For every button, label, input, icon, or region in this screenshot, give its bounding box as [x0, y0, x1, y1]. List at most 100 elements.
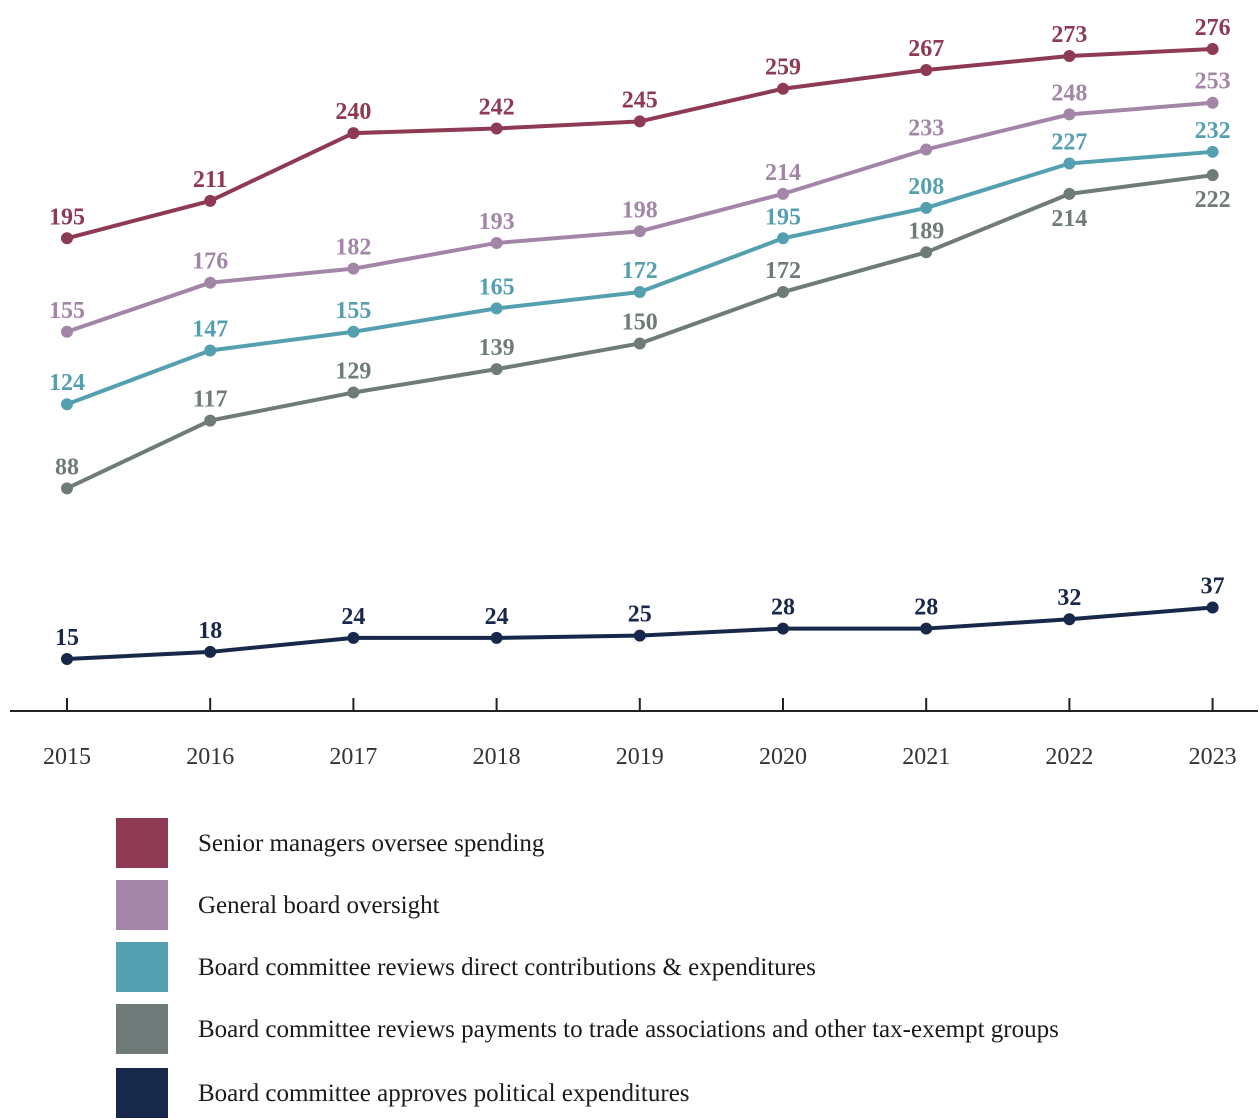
- data-point-0-2020: [777, 82, 789, 95]
- data-point-2-2018: [490, 302, 503, 315]
- legend-swatch-4: [116, 1068, 168, 1118]
- data-point-4-2017: [347, 631, 360, 644]
- data-point-3-2023: [1206, 169, 1219, 182]
- data-label-4-2022: 32: [1057, 585, 1081, 611]
- data-point-1-2020: [777, 187, 789, 200]
- data-label-1-2015: 155: [49, 298, 85, 324]
- data-point-3-2017: [347, 386, 360, 399]
- data-point-1-2016: [204, 276, 217, 289]
- data-point-4-2021: [920, 622, 933, 635]
- data-point-4-2016: [204, 645, 217, 658]
- line-chart: 2015 2016 2017 2018 2019 2020 2021 2022 2023 195…: [10, 15, 1258, 770]
- data-point-2-2021: [920, 201, 933, 214]
- data-point-4-2022: [1063, 613, 1076, 626]
- data-label-4-2023: 37: [1201, 574, 1225, 600]
- data-label-2-2019: 172: [622, 258, 658, 284]
- x-tick-label-2023: 2023: [1189, 744, 1237, 770]
- data-point-1-2017: [347, 262, 360, 275]
- data-point-4-2023: [1206, 601, 1219, 614]
- x-tick-label-2019: 2019: [616, 744, 664, 770]
- legend-swatch-0: [116, 818, 168, 868]
- data-labels: 195 211 240 242 245 259 267 273 276 155 176 182 193 1…: [49, 15, 1231, 651]
- data-point-4-2020: [777, 622, 789, 635]
- data-label-2-2016: 147: [192, 316, 228, 342]
- data-label-4-2018: 24: [485, 604, 509, 630]
- data-point-0-2023: [1206, 42, 1219, 55]
- legend-item-2: Board committee reviews direct contribut…: [116, 942, 1236, 994]
- data-point-2-2017: [347, 325, 360, 338]
- data-point-3-2018: [490, 363, 503, 376]
- data-label-4-2017: 24: [341, 604, 365, 630]
- data-point-0-2018: [490, 122, 503, 135]
- data-point-1-2015: [61, 325, 73, 338]
- data-label-4-2021: 28: [914, 595, 938, 621]
- data-label-3-2020: 172: [765, 258, 801, 284]
- legend-label-0: Senior managers oversee spending: [198, 830, 545, 857]
- data-point-0-2015: [61, 232, 73, 245]
- x-tick-label-2018: 2018: [473, 744, 521, 770]
- data-label-4-2019: 25: [628, 602, 652, 628]
- data-point-4-2018: [490, 631, 503, 644]
- data-label-0-2018: 242: [479, 94, 515, 120]
- data-point-3-2019: [633, 337, 646, 350]
- x-tick-label-2015: 2015: [43, 744, 91, 770]
- data-label-0-2016: 211: [193, 167, 228, 193]
- data-point-2-2020: [777, 232, 789, 245]
- data-point-3-2022: [1063, 187, 1076, 200]
- data-point-3-2020: [777, 286, 789, 299]
- x-tick-label-2017: 2017: [329, 744, 377, 770]
- data-label-4-2015: 15: [55, 625, 79, 651]
- data-point-2-2019: [633, 286, 646, 299]
- data-point-1-2023: [1206, 96, 1219, 109]
- data-point-0-2021: [920, 64, 933, 77]
- data-label-1-2023: 253: [1195, 69, 1231, 95]
- data-label-2-2018: 165: [479, 274, 515, 300]
- data-label-3-2016: 117: [193, 387, 228, 413]
- data-label-0-2021: 267: [908, 36, 944, 62]
- legend-label-4: Board committee approves political expen…: [198, 1080, 690, 1107]
- data-label-2-2023: 232: [1195, 118, 1231, 144]
- data-point-0-2017: [347, 127, 360, 140]
- data-label-4-2020: 28: [771, 595, 795, 621]
- data-label-3-2019: 150: [622, 309, 658, 335]
- data-point-1-2019: [633, 225, 646, 238]
- data-label-1-2017: 182: [335, 235, 371, 261]
- data-label-1-2018: 193: [479, 209, 515, 235]
- data-point-0-2019: [633, 115, 646, 128]
- x-tick-label-2022: 2022: [1045, 744, 1093, 770]
- data-label-2-2015: 124: [49, 370, 85, 396]
- data-label-0-2017: 240: [335, 99, 371, 125]
- data-label-3-2018: 139: [479, 335, 515, 361]
- legend-item-1: General board oversight: [116, 880, 1236, 932]
- data-point-2-2015: [61, 398, 73, 411]
- data-label-2-2017: 155: [335, 298, 371, 324]
- data-point-1-2022: [1063, 108, 1076, 121]
- data-label-1-2016: 176: [192, 249, 228, 275]
- data-label-0-2015: 195: [49, 204, 85, 230]
- data-point-3-2015: [61, 482, 73, 495]
- data-label-2-2020: 195: [765, 204, 801, 230]
- data-point-4-2019: [633, 629, 646, 642]
- data-label-3-2021: 189: [908, 218, 944, 244]
- data-point-1-2021: [920, 143, 933, 156]
- data-point-2-2023: [1206, 145, 1219, 158]
- series-layer: [61, 42, 1219, 665]
- data-label-1-2019: 198: [622, 197, 658, 223]
- x-tick-label-2020: 2020: [759, 744, 807, 770]
- x-tick-label-2021: 2021: [902, 744, 950, 770]
- legend-label-3: Board committee reviews payments to trad…: [198, 1016, 1059, 1043]
- data-label-3-2023: 222: [1195, 187, 1231, 213]
- data-point-0-2022: [1063, 49, 1076, 62]
- x-axis-ticks: 2015 2016 2017 2018 2019 2020 2021 2022 2023: [43, 698, 1237, 770]
- data-label-2-2022: 227: [1051, 130, 1087, 156]
- data-label-4-2016: 18: [198, 618, 222, 644]
- data-point-0-2016: [204, 194, 217, 207]
- x-tick-label-2016: 2016: [186, 744, 234, 770]
- data-label-0-2023: 276: [1195, 15, 1231, 41]
- data-point-2-2016: [204, 344, 217, 357]
- data-label-1-2022: 248: [1051, 80, 1087, 106]
- data-label-3-2017: 129: [335, 359, 371, 385]
- legend-item-0: Senior managers oversee spending: [116, 818, 1236, 870]
- data-point-1-2018: [490, 236, 503, 249]
- data-label-3-2022: 214: [1051, 206, 1087, 232]
